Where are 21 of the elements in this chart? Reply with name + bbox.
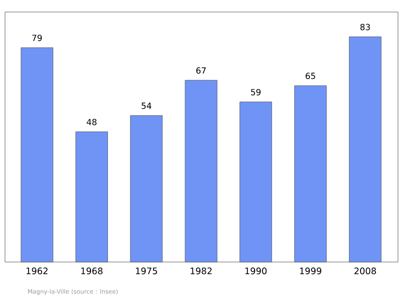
data-label: 59 xyxy=(251,88,261,96)
data-label: 54 xyxy=(142,102,152,109)
bar xyxy=(75,132,108,262)
data-label: 83 xyxy=(360,24,370,30)
bar xyxy=(294,85,327,262)
data-label: 48 xyxy=(86,118,97,126)
x-tick-label: 1982 xyxy=(190,268,212,274)
bar xyxy=(130,115,163,262)
x-tick-label: 2008 xyxy=(354,268,376,274)
x-tick-label: 1990 xyxy=(245,268,267,274)
bar xyxy=(348,36,382,262)
bar xyxy=(184,80,218,262)
x-tick-label: 1999 xyxy=(300,268,322,274)
bar xyxy=(20,47,54,262)
x-tick-label: 1962 xyxy=(26,268,48,274)
data-label: 67 xyxy=(196,67,206,74)
x-tick-label: 1975 xyxy=(136,268,158,274)
data-label: 65 xyxy=(306,72,316,80)
bar xyxy=(240,102,272,262)
x-tick-label: 1968 xyxy=(81,268,102,274)
data-label: 79 xyxy=(32,34,42,42)
